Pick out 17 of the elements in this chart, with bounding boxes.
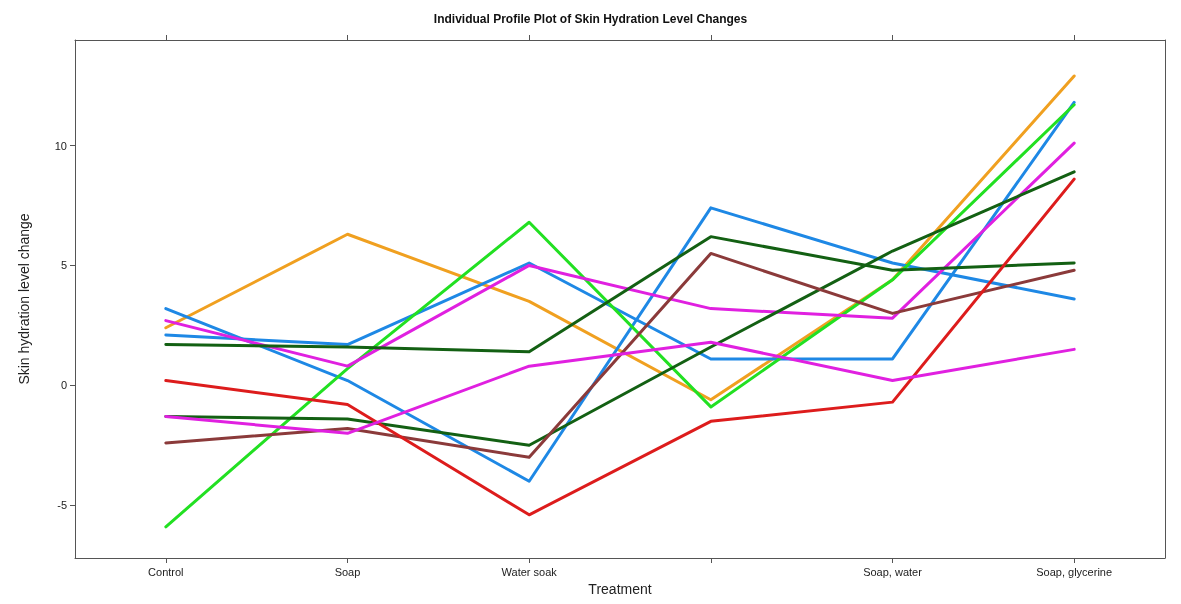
line-series [164, 103, 1076, 529]
x-axis-title: Treatment [588, 581, 652, 597]
x-tick-label: Control [148, 565, 184, 578]
y-tick-label: -5 [57, 499, 67, 512]
y-axis-title: Skin hydration level change [16, 213, 32, 385]
line-series [164, 177, 1076, 517]
line-series [164, 251, 1076, 459]
line-series [164, 141, 1076, 368]
x-tick-label: Soap [334, 565, 361, 578]
x-tick-label: Soap, water [863, 565, 923, 578]
chart-title: Individual Profile Plot of Skin Hydration Level Changes [433, 12, 748, 26]
line-series [164, 340, 1076, 435]
x-tick-label: Water soak [501, 565, 558, 578]
x-tick-label: Soap, glycerine [1036, 565, 1113, 578]
y-tick-label: 5 [60, 259, 67, 272]
y-tick-label: 0 [60, 379, 67, 392]
y-tick-label: 10 [54, 139, 67, 152]
